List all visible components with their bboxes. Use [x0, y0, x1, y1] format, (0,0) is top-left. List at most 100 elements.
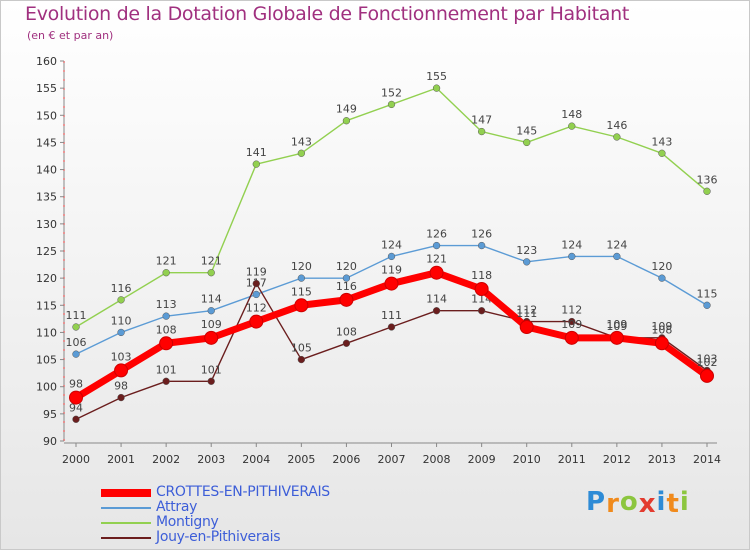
data-point-crottes-en-pithiverais — [564, 330, 579, 345]
brand-logo-letter: t — [666, 489, 680, 519]
data-label-jouy-en-pithiverais: 112 — [561, 304, 582, 317]
data-label-attray: 110 — [111, 314, 132, 327]
chart-subtitle: (en € et par an) — [27, 29, 114, 42]
data-label-montigny: 141 — [246, 146, 267, 159]
data-label-montigny: 152 — [381, 86, 402, 99]
data-point-jouy-en-pithiverais — [432, 307, 441, 315]
data-point-jouy-en-pithiverais — [477, 307, 486, 315]
y-tick-label: 140 — [36, 164, 57, 177]
data-point-crottes-en-pithiverais — [69, 390, 83, 405]
data-label-montigny: 145 — [516, 124, 537, 137]
brand-logo: Proxiti — [586, 487, 690, 519]
data-point-jouy-en-pithiverais — [252, 279, 260, 288]
data-label-montigny: 116 — [111, 282, 132, 295]
data-label-jouy-en-pithiverais: 109 — [651, 320, 672, 333]
data-label-crottes-en-pithiverais: 102 — [697, 356, 718, 369]
data-point-attray — [342, 274, 351, 282]
data-label-montigny: 146 — [606, 119, 627, 132]
x-tick-label: 2003 — [197, 453, 225, 466]
data-point-crottes-en-pithiverais — [700, 368, 714, 383]
brand-logo-letter: x — [638, 489, 657, 519]
x-tick-label: 2012 — [603, 453, 631, 466]
data-point-montigny — [658, 149, 666, 157]
data-label-montigny: 149 — [336, 103, 357, 116]
y-tick-label: 135 — [36, 191, 57, 204]
data-label-montigny: 147 — [471, 114, 492, 127]
legend-label: Attray — [156, 499, 198, 515]
data-point-jouy-en-pithiverais — [387, 323, 396, 331]
y-tick-label: 155 — [36, 82, 57, 95]
data-point-attray — [613, 252, 621, 261]
y-tick-label: 110 — [36, 326, 57, 339]
data-point-jouy-en-pithiverais — [207, 377, 215, 385]
data-point-attray — [207, 307, 215, 315]
data-point-montigny — [387, 100, 396, 109]
y-tick-label: 105 — [36, 354, 57, 367]
brand-logo-letter: i — [656, 487, 667, 517]
data-point-attray — [432, 241, 441, 250]
data-label-attray: 124 — [606, 238, 627, 251]
data-label-montigny: 121 — [201, 255, 222, 268]
data-point-montigny — [523, 138, 531, 147]
data-label-attray: 124 — [561, 238, 582, 251]
data-point-attray — [162, 312, 170, 320]
data-point-montigny — [207, 269, 215, 277]
data-label-attray: 126 — [471, 228, 492, 241]
data-label-attray: 126 — [426, 228, 447, 241]
data-label-crottes-en-pithiverais: 112 — [246, 302, 267, 315]
data-point-crottes-en-pithiverais — [429, 265, 444, 280]
x-tick-label: 2014 — [693, 453, 721, 466]
data-point-attray — [117, 328, 125, 337]
data-point-montigny — [432, 84, 441, 92]
x-tick-label: 2000 — [62, 453, 90, 466]
data-point-jouy-en-pithiverais — [117, 393, 125, 402]
data-point-montigny — [72, 323, 80, 331]
data-point-montigny — [477, 127, 486, 136]
data-point-crottes-en-pithiverais — [384, 276, 399, 291]
data-label-jouy-en-pithiverais: 101 — [201, 363, 222, 376]
x-tick-label: 2011 — [558, 453, 586, 466]
data-label-crottes-en-pithiverais: 116 — [336, 280, 357, 293]
x-tick-label: 2008 — [423, 453, 451, 466]
data-point-attray — [523, 258, 531, 266]
data-label-jouy-en-pithiverais: 111 — [381, 309, 402, 322]
data-point-attray — [387, 252, 396, 261]
brand-logo-letter: r — [606, 489, 620, 519]
data-point-crottes-en-pithiverais — [519, 320, 534, 334]
data-label-jouy-en-pithiverais: 109 — [606, 320, 627, 333]
data-point-attray — [568, 252, 576, 261]
data-label-jouy-en-pithiverais: 112 — [516, 304, 537, 317]
data-label-montigny: 121 — [156, 255, 177, 268]
data-label-jouy-en-pithiverais: 94 — [69, 401, 83, 414]
data-point-jouy-en-pithiverais — [568, 317, 576, 326]
brand-logo-letter: o — [619, 487, 639, 517]
x-tick-label: 2001 — [107, 453, 135, 466]
data-point-montigny — [568, 122, 576, 130]
x-tick-label: 2013 — [648, 453, 676, 466]
x-tick-label: 2009 — [468, 453, 496, 466]
data-label-montigny: 148 — [561, 108, 582, 121]
data-label-attray: 114 — [201, 293, 222, 306]
data-label-attray: 120 — [651, 260, 672, 273]
chart-title: Evolution de la Dotation Globale de Fonc… — [25, 3, 630, 25]
y-tick-label: 160 — [36, 55, 57, 68]
data-label-jouy-en-pithiverais: 119 — [246, 266, 267, 279]
data-point-attray — [658, 274, 666, 282]
data-point-crottes-en-pithiverais — [474, 282, 489, 296]
data-point-crottes-en-pithiverais — [654, 336, 669, 351]
data-label-crottes-en-pithiverais: 115 — [291, 285, 312, 298]
data-label-crottes-en-pithiverais: 108 — [651, 323, 672, 336]
x-tick-label: 2007 — [378, 453, 406, 466]
legend-label: Jouy-en-Pithiverais — [156, 529, 281, 545]
data-point-montigny — [117, 296, 125, 304]
data-point-attray — [297, 274, 306, 282]
legend-swatch — [101, 522, 151, 524]
data-label-montigny: 143 — [651, 135, 672, 148]
x-tick-label: 2005 — [287, 453, 315, 466]
data-label-crottes-en-pithiverais: 118 — [471, 269, 492, 282]
data-point-crottes-en-pithiverais — [114, 363, 129, 378]
data-point-crottes-en-pithiverais — [204, 330, 219, 345]
x-tick-label: 2006 — [332, 453, 360, 466]
data-label-montigny: 143 — [291, 135, 312, 148]
y-tick-label: 115 — [36, 299, 57, 312]
